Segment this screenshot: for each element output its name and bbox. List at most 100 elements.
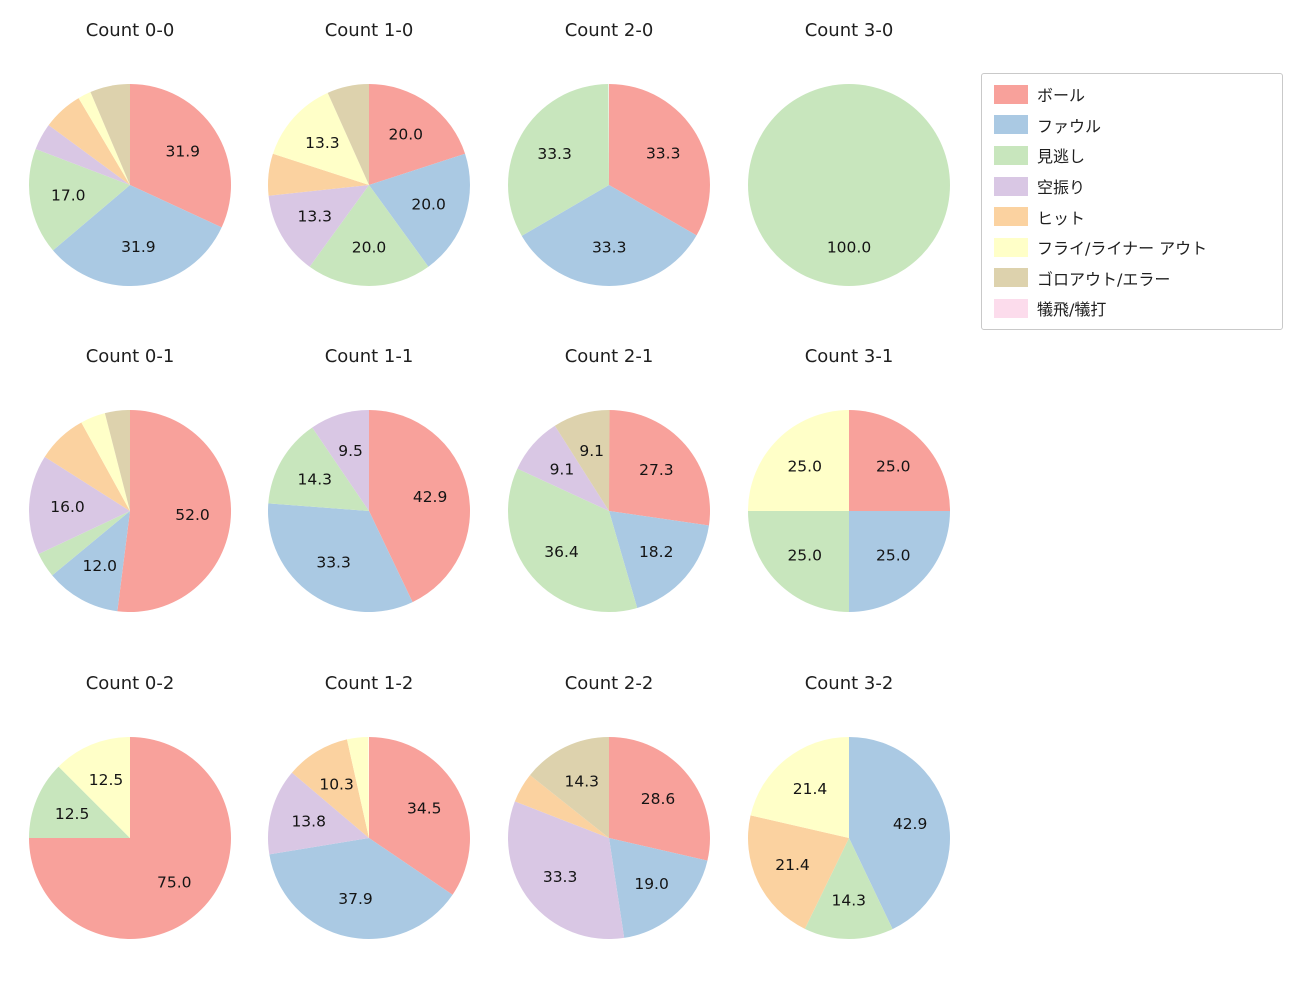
pie-slice-hit — [268, 153, 369, 196]
legend-label: ファウル — [1037, 116, 1102, 136]
pie-slice-ball — [849, 410, 950, 511]
pie-chart: 42.9 33.3 14.3 9.5 — [268, 410, 471, 613]
pie-chart: 28.6 19.0 33.3 14.3 — [508, 737, 711, 939]
pie-chart-cell: Count 1-0 20.0 20.0 20.0 13.3 13.3 — [249, 20, 489, 309]
pie-slice-label: 28.6 — [641, 790, 676, 808]
pie-slice-fly-liner-out — [78, 92, 130, 185]
chart-title: Count 0-2 — [85, 673, 175, 694]
pie-slice-called-strike — [29, 766, 130, 838]
legend-label: ヒット — [1037, 208, 1086, 228]
pie-slice-hit — [514, 775, 609, 838]
pie-slice-label: 75.0 — [157, 873, 192, 891]
pie-slice-swing-miss — [35, 125, 130, 185]
chart-title: Count 2-0 — [564, 20, 654, 41]
pie-slice-foul — [609, 838, 708, 938]
pie-slice-foul — [269, 838, 453, 940]
pie-slice-label: 27.3 — [639, 461, 674, 479]
legend: ボールファウル見逃し空振りヒットフライ/ライナー アウトゴロアウト/エラー犠飛/… — [981, 73, 1283, 330]
pie-chart: 75.0 12.5 12.5 — [29, 737, 231, 939]
legend-swatch-groundout-error — [994, 268, 1028, 288]
pie-slice-label: 19.0 — [634, 875, 669, 893]
pie-slice-label: 42.9 — [893, 815, 928, 833]
pie-slice-called-strike — [268, 427, 369, 511]
pie-chart-cell: Count 2-2 28.6 19.0 33.3 14.3 — [489, 673, 729, 962]
legend-item-groundout-error: ゴロアウト/エラー — [994, 263, 1270, 294]
pie-slice-fly-liner-out — [81, 413, 130, 511]
legend-label: 空振り — [1037, 178, 1086, 198]
legend-label: ボール — [1037, 86, 1086, 106]
pie-slice-called-strike — [28, 149, 130, 251]
pie-slice-fly-liner-out — [748, 410, 849, 511]
pie-slice-label: 25.0 — [787, 546, 822, 564]
pie-chart-cell: Count 0-0 31.9 31.9 17.0 — [10, 20, 250, 309]
pie-slice-label: 33.3 — [537, 145, 572, 163]
pie-slice-swing-miss — [517, 425, 609, 511]
pie-chart-cell: Count 1-2 34.5 37.9 13.8 10.3 — [249, 673, 489, 962]
pie-slice-label: 9.5 — [338, 442, 363, 460]
pie-slice-label: 52.0 — [175, 506, 210, 524]
pie-slice-groundout-error — [554, 409, 610, 511]
legend-item-called-strike: 見逃し — [994, 140, 1270, 171]
pie-slice-label: 42.9 — [413, 488, 448, 506]
chart-title: Count 0-1 — [85, 346, 175, 367]
legend-swatch-ball — [994, 84, 1028, 104]
pie-slice-ball — [609, 410, 711, 526]
chart-title: Count 1-1 — [324, 346, 414, 367]
pie-slice-label: 20.0 — [389, 125, 424, 143]
pie-slice-label: 14.3 — [565, 773, 600, 791]
pie-chart: 33.3 33.3 33.3 — [507, 84, 710, 287]
pie-chart: 20.0 20.0 20.0 13.3 13.3 — [268, 84, 471, 287]
pie-slice-foul — [369, 153, 471, 267]
pie-slice-label: 17.0 — [51, 187, 86, 205]
pie-slice-ball — [609, 737, 711, 861]
pie-slice-fly-liner-out — [346, 737, 369, 838]
legend-item-ball: ボール — [994, 79, 1270, 110]
pie-slice-label: 31.9 — [121, 238, 156, 256]
pie-slice-swing-miss — [312, 410, 369, 511]
pie-slice-label: 21.4 — [793, 780, 828, 798]
pie-chart-cell: Count 3-0 100.0 — [729, 20, 969, 309]
pie-chart-cell: Count 3-2 42.9 14.3 21.4 21.4 — [729, 673, 969, 962]
legend-item-fly-liner-out: フライ/ライナー アウト — [994, 232, 1270, 263]
pie-slice-foul — [849, 737, 951, 930]
chart-title: Count 0-0 — [85, 20, 175, 41]
pie-chart: 100.0 — [748, 84, 950, 286]
chart-title: Count 1-2 — [324, 673, 414, 694]
legend-item-hit: ヒット — [994, 201, 1270, 232]
chart-title: Count 2-1 — [564, 346, 654, 367]
pie-slice-label: 33.3 — [543, 868, 578, 886]
pie-slice-label: 100.0 — [827, 239, 871, 257]
pie-chart-cell: Count 1-1 42.9 33.3 14.3 9.5 — [249, 346, 489, 635]
pie-chart-cell: Count 3-1 25.0 25.0 25.0 25.0 — [729, 346, 969, 635]
legend-swatch-hit — [994, 207, 1028, 227]
pie-slice-foul — [268, 503, 413, 613]
legend-item-foul: ファウル — [994, 110, 1270, 141]
pie-slice-swing-miss — [267, 772, 369, 855]
pie-slice-label: 9.1 — [550, 461, 575, 479]
pie-slice-called-strike — [804, 838, 893, 940]
pie-slice-foul — [52, 511, 130, 612]
pie-slice-label: 33.3 — [592, 239, 627, 257]
pie-slice-hit — [44, 422, 130, 511]
pie-slice-label: 21.4 — [775, 856, 810, 874]
pie-slice-hit — [747, 815, 849, 929]
pie-slice-called-strike — [748, 511, 849, 612]
pie-slice-label: 25.0 — [876, 458, 911, 476]
legend-label: フライ/ライナー アウト — [1037, 239, 1208, 259]
pie-slice-fly-liner-out — [58, 737, 130, 838]
pie-slice-foul — [609, 511, 709, 608]
pie-chart-cell: Count 0-2 75.0 12.5 12.5 — [10, 673, 250, 962]
pie-slice-called-strike — [507, 84, 609, 236]
pie-slice-called-strike — [309, 185, 429, 287]
pie-slice-label: 12.0 — [83, 557, 118, 575]
pie-slice-ball — [369, 84, 466, 185]
pie-slice-groundout-error — [104, 410, 130, 511]
pie-slice-label: 37.9 — [338, 890, 373, 908]
pie-slice-ball — [369, 737, 471, 895]
pie-chart: 27.3 18.2 36.4 9.19.1 — [507, 409, 711, 613]
pie-slice-groundout-error — [327, 84, 369, 185]
chart-title: Count 3-0 — [804, 20, 894, 41]
legend-label: 犠飛/犠打 — [1037, 300, 1107, 320]
pie-slice-ball — [117, 410, 232, 612]
pie-slice-label: 13.3 — [298, 207, 333, 225]
